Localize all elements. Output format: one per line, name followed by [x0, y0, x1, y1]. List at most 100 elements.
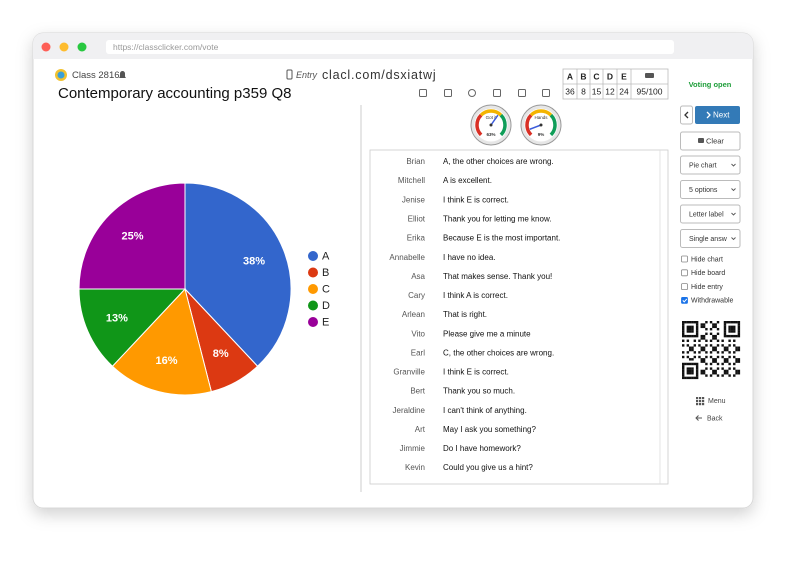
qr-cell — [716, 344, 720, 347]
qr-cell — [733, 330, 736, 333]
menu-icon — [699, 403, 702, 406]
toolbar-icon[interactable] — [419, 89, 427, 97]
qr-cell — [695, 369, 699, 373]
qr-cell — [728, 339, 731, 342]
qr-cell — [691, 372, 694, 375]
clear-icon — [698, 138, 704, 143]
response-name: Annabelle — [389, 253, 425, 262]
select-box[interactable] — [680, 155, 741, 175]
qr-cell — [700, 337, 703, 340]
toolbar-icon[interactable] — [518, 89, 526, 97]
toolbar-icon[interactable] — [542, 89, 550, 97]
qr-cell — [733, 339, 736, 342]
qr-cell — [693, 321, 697, 324]
response-name: Kevin — [405, 463, 425, 472]
close-dot[interactable] — [41, 42, 51, 52]
qr-cell — [709, 339, 713, 342]
slice-label: 8% — [213, 348, 229, 360]
qr-cell — [695, 330, 699, 333]
qr-cell — [723, 346, 727, 349]
next-button[interactable] — [695, 106, 740, 124]
qr-cell — [691, 325, 694, 329]
qr-cell — [682, 321, 685, 324]
qr-cell — [695, 323, 699, 326]
back-icon — [695, 415, 702, 421]
checkbox[interactable] — [681, 283, 688, 291]
checkbox[interactable] — [681, 255, 688, 263]
qr-cell — [682, 323, 685, 326]
prev-button[interactable] — [680, 105, 693, 125]
qr-cell — [682, 374, 685, 377]
qr-cell — [682, 351, 685, 354]
qr-cell — [702, 358, 706, 361]
qr-cell — [695, 374, 699, 377]
qr-cell — [737, 369, 741, 373]
qr-cell — [728, 327, 731, 331]
gauge-band — [549, 113, 557, 137]
qr-cell — [688, 327, 692, 331]
response-text: Could you give us a hint? — [443, 463, 533, 472]
qr-cell — [686, 321, 690, 324]
qr-cell — [702, 334, 706, 338]
qr-cell — [700, 360, 703, 363]
qr-cell — [735, 358, 738, 361]
toolbar-icon[interactable] — [493, 89, 501, 97]
qr-cell — [702, 372, 706, 375]
select-box[interactable] — [680, 180, 741, 199]
qr-cell — [686, 334, 690, 338]
qr-cell — [733, 355, 736, 359]
response-text: Do I have homework? — [443, 444, 521, 453]
gauge-band — [525, 113, 533, 137]
qr-cell — [702, 346, 706, 349]
qr-cell — [709, 367, 713, 370]
qr-cell — [712, 372, 715, 375]
qr-cell — [695, 362, 699, 366]
qr-cell — [716, 355, 720, 359]
response-name: Earl — [411, 348, 425, 357]
qr-cell — [735, 346, 738, 349]
qr-cell — [712, 337, 715, 340]
qr-cell — [714, 334, 717, 338]
gauge-band — [499, 113, 507, 137]
tally-header: B — [580, 71, 586, 81]
qr-cell — [691, 321, 694, 324]
qr-cell — [714, 369, 717, 373]
url-bar[interactable] — [106, 40, 674, 54]
checkbox[interactable] — [681, 296, 688, 304]
qr-cell — [705, 351, 708, 354]
menu-label: Menu — [708, 398, 726, 405]
toolbar-icon[interactable] — [444, 89, 452, 97]
qr-cell — [721, 362, 724, 366]
toolbar-icon[interactable] — [468, 89, 476, 97]
qr-cell — [709, 351, 713, 354]
qr-cell — [688, 334, 692, 338]
qr-cell — [737, 332, 741, 336]
select-value: Letter label — [689, 211, 724, 218]
qr-cell — [688, 330, 692, 333]
tally-count: 8 — [581, 86, 586, 96]
legend-label: A — [322, 250, 330, 262]
qr-cell — [682, 369, 685, 373]
gauge-label: Hands — [534, 115, 548, 120]
qr-cell — [733, 367, 736, 370]
legend-swatch — [308, 317, 318, 327]
zoom-dot[interactable] — [77, 42, 87, 52]
qr-cell — [733, 321, 736, 324]
response-text: Please give me a minute — [443, 329, 531, 338]
minimize-dot[interactable] — [59, 42, 69, 52]
qr-cell — [688, 346, 692, 349]
qr-cell — [700, 334, 703, 338]
qr-cell — [714, 360, 717, 363]
qr-cell — [735, 321, 738, 324]
clear-button[interactable] — [680, 131, 741, 151]
select-box[interactable] — [680, 229, 741, 248]
select-box[interactable] — [680, 204, 741, 224]
response-text: That makes sense. Thank you! — [443, 272, 552, 281]
legend-label: B — [322, 267, 329, 279]
qr-cell — [686, 369, 690, 373]
qr-cell — [709, 321, 713, 324]
checkbox[interactable] — [681, 269, 688, 277]
qr-cell — [682, 376, 685, 380]
select-value: 5 options — [689, 187, 718, 194]
qr-cell — [705, 367, 708, 370]
